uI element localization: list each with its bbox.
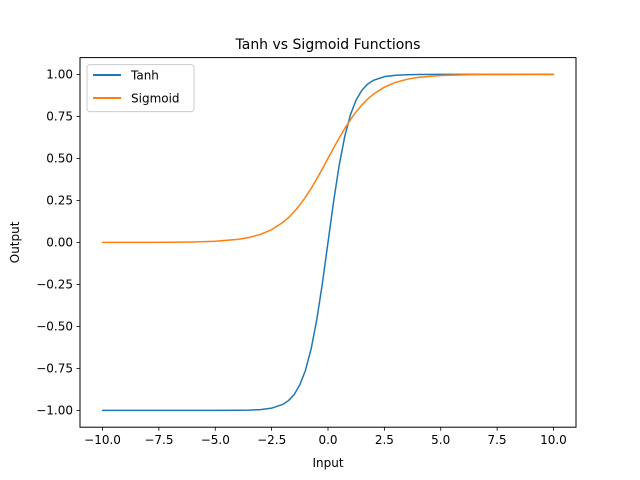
x-tick-label: −2.5 bbox=[257, 433, 286, 447]
y-tick-label: 0.00 bbox=[46, 236, 73, 250]
x-axis-ticks: −10.0 −7.5 −5.0 −2.5 0.0 2.5 5.0 7.5 10.0 bbox=[84, 427, 567, 447]
legend-box bbox=[86, 64, 195, 113]
x-tick-label: 10.0 bbox=[540, 433, 567, 447]
series-line-sigmoid bbox=[101, 73, 555, 244]
y-tick-label: 0.25 bbox=[46, 194, 73, 208]
y-tick-label: −0.50 bbox=[36, 320, 73, 334]
y-tick-label: 0.75 bbox=[46, 110, 73, 124]
y-tick-label: −0.25 bbox=[36, 278, 73, 292]
y-tick-label: −0.75 bbox=[36, 362, 73, 376]
y-tick-label: 1.00 bbox=[46, 68, 73, 82]
x-tick-label: 5.0 bbox=[431, 433, 450, 447]
x-tick-label: 7.5 bbox=[488, 433, 507, 447]
x-axis-label: Input bbox=[312, 456, 343, 470]
legend: Tanh Sigmoid bbox=[86, 64, 195, 113]
chart-title: Tanh vs Sigmoid Functions bbox=[235, 37, 421, 53]
y-axis-label: Output bbox=[8, 221, 22, 263]
x-tick-label: 0.0 bbox=[318, 433, 337, 447]
legend-label-sigmoid: Sigmoid bbox=[131, 92, 180, 106]
x-tick-label: −7.5 bbox=[144, 433, 173, 447]
y-axis-ticks: −1.00 −0.75 −0.50 −0.25 0.00 0.25 0.50 0.75 1.00 bbox=[36, 68, 80, 418]
x-tick-label: 2.5 bbox=[375, 433, 394, 447]
y-tick-label: −1.00 bbox=[36, 404, 73, 418]
series-line-tanh bbox=[101, 73, 555, 412]
x-tick-label: −5.0 bbox=[201, 433, 230, 447]
x-tick-label: −10.0 bbox=[84, 433, 121, 447]
legend-label-tanh: Tanh bbox=[130, 69, 159, 83]
plot-area bbox=[101, 73, 555, 412]
y-tick-label: 0.50 bbox=[46, 152, 73, 166]
